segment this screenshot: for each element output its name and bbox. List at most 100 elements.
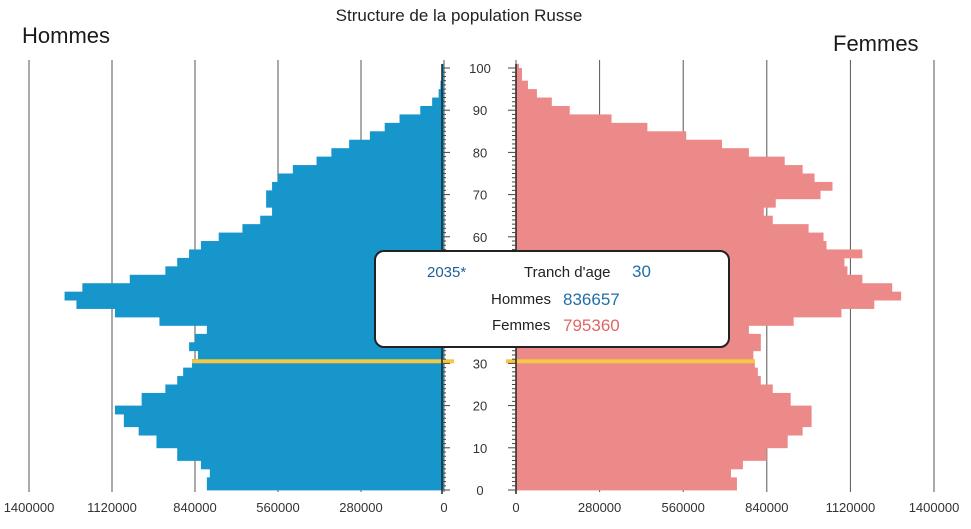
bar-men	[260, 215, 444, 221]
bar-women	[516, 122, 648, 128]
value-tick-label-men: 1120000	[87, 500, 137, 515]
bar-women	[516, 194, 821, 200]
bar-men	[141, 397, 444, 402]
bar-men	[156, 435, 444, 440]
bar-men	[195, 338, 444, 343]
bar-men	[441, 72, 444, 77]
bar-men	[266, 190, 444, 195]
bar-men	[159, 316, 444, 322]
bar-women	[516, 397, 791, 402]
bar-women	[516, 456, 767, 461]
age-tick-label: 70	[473, 188, 487, 203]
bar-men	[384, 127, 444, 132]
bar-women	[516, 384, 773, 390]
bar-men	[441, 68, 444, 73]
value-tick-labels: 1400000 1120000 840000 560000 280000 0 0 280000…	[4, 500, 960, 515]
bar-men	[82, 287, 444, 293]
bar-women	[516, 165, 803, 170]
bar-men	[384, 122, 444, 128]
bar-men	[369, 131, 444, 136]
bar-women	[516, 160, 785, 166]
bar-men	[206, 325, 444, 331]
bar-women	[516, 93, 537, 98]
bar-men	[123, 418, 444, 423]
bar-men	[316, 156, 444, 162]
bar-men	[177, 380, 444, 385]
bar-men	[189, 346, 444, 352]
bar-men	[420, 105, 444, 111]
bar-men	[156, 439, 444, 444]
bar-men	[114, 312, 444, 318]
tooltip-year: 2035*	[427, 264, 466, 281]
bar-men	[197, 350, 444, 356]
bar-men	[129, 274, 445, 280]
bar-men	[399, 118, 444, 124]
bar-women	[516, 414, 812, 419]
bar-men	[206, 329, 444, 335]
bar-women	[516, 473, 731, 478]
bar-women	[516, 80, 528, 86]
bar-men	[189, 342, 444, 347]
bar-men	[159, 321, 444, 326]
bar-women	[516, 485, 737, 491]
bar-women	[516, 152, 749, 158]
bar-women	[516, 173, 815, 179]
bar-men	[292, 165, 444, 170]
bar-men	[399, 114, 444, 120]
bar-men	[197, 354, 444, 360]
bar-men	[177, 257, 444, 263]
age-tick-label: 30	[473, 356, 487, 371]
chart-title: Structure de la population Russe	[336, 6, 583, 25]
tooltip-men-value: 836657	[563, 290, 620, 309]
men-side-label: Hommes	[22, 23, 110, 48]
bar-men	[441, 76, 444, 82]
bar-women	[516, 346, 761, 352]
age-tick-label: 20	[473, 399, 487, 414]
bar-women	[516, 110, 570, 115]
bar-men	[114, 405, 444, 411]
age-tick-label: 90	[473, 103, 487, 118]
bar-women	[516, 409, 812, 415]
bar-men	[209, 473, 444, 478]
bar-men	[165, 384, 444, 390]
bar-women	[516, 105, 570, 111]
tooltip-women-value: 795360	[563, 316, 620, 335]
bar-women	[516, 245, 827, 250]
bar-men	[200, 245, 444, 250]
bar-women	[516, 207, 764, 212]
bar-women	[516, 380, 761, 385]
bar-men	[369, 135, 444, 141]
bar-men	[141, 392, 444, 398]
bar-women	[516, 439, 788, 444]
bar-men	[82, 283, 444, 288]
bar-men	[316, 160, 444, 166]
bar-women	[516, 72, 522, 77]
bar-women	[516, 464, 743, 470]
tooltip-women-label: Femmes	[492, 317, 550, 334]
bar-women	[516, 401, 791, 406]
bar-women	[516, 241, 827, 246]
bar-women	[516, 177, 815, 183]
bar-men	[165, 270, 444, 276]
bar-men	[183, 367, 444, 373]
bar-men	[278, 177, 444, 183]
bar-men	[272, 207, 444, 212]
bar-men	[349, 139, 444, 145]
bar-women	[516, 426, 803, 432]
bar-men	[183, 371, 444, 377]
bar-men	[200, 460, 444, 466]
age-tick-label: 100	[469, 61, 491, 76]
bar-men	[189, 249, 444, 255]
bar-women	[516, 354, 754, 360]
bar-men	[266, 203, 444, 208]
highlight-bar-men	[192, 359, 455, 364]
bar-men	[165, 388, 444, 394]
men-bars	[64, 63, 445, 491]
value-tick-label-women: 840000	[745, 500, 788, 515]
value-tick-label-women: 280000	[578, 500, 621, 515]
bar-men	[218, 232, 444, 238]
value-tick-label-men: 280000	[339, 500, 382, 515]
bar-women	[516, 477, 737, 482]
bar-men	[242, 228, 444, 233]
